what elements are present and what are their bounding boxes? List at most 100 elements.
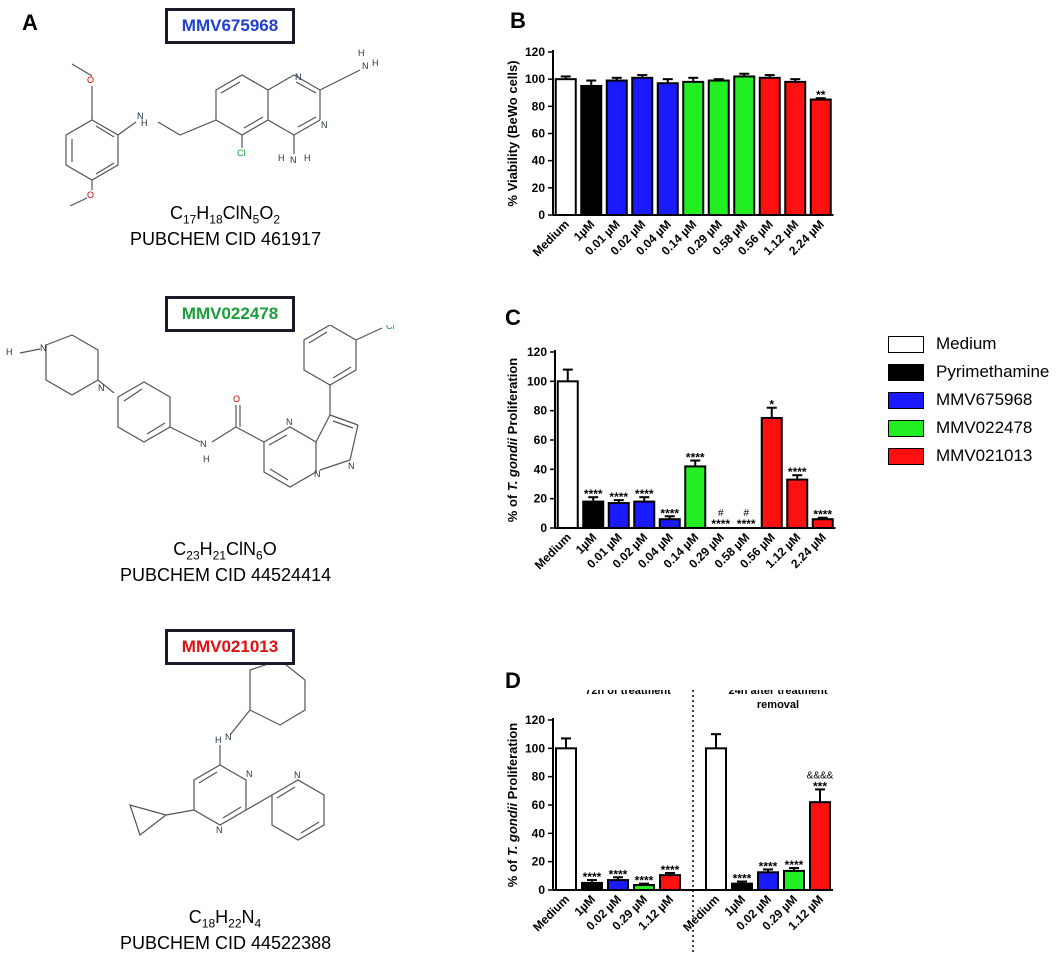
bar <box>784 80 807 217</box>
bar <box>707 79 730 217</box>
bar <box>733 75 756 217</box>
formula-1-n-count: 5 <box>252 212 260 227</box>
formula-2-h: H <box>199 539 213 559</box>
significance-label: **** <box>583 870 602 884</box>
x-tick-label: Medium <box>532 530 574 572</box>
formula-1-cln: ClN <box>222 203 253 223</box>
svg-text:N: N <box>295 72 302 82</box>
compound-name-3: MMV021013 <box>165 629 295 665</box>
svg-text:H: H <box>215 735 222 745</box>
section-title-24h-line2: removal <box>757 699 799 711</box>
bar <box>811 518 834 529</box>
legend-label-mmv022478: MMV022478 <box>936 418 1033 437</box>
significance-label: **** <box>733 872 752 886</box>
panel-letter-c: C <box>505 305 521 330</box>
svg-text:N: N <box>216 825 223 835</box>
y-tick-label: 20 <box>532 855 546 869</box>
bar <box>633 500 656 530</box>
formula-2-c-count: 23 <box>186 548 200 563</box>
formula-3-n-count: 4 <box>254 916 262 931</box>
compound-name-1-text: MMV675968 <box>181 16 279 35</box>
formula-1-o: O <box>259 203 274 223</box>
significance-label: **** <box>661 863 680 877</box>
bar <box>607 879 629 891</box>
formula-3-c-count: 18 <box>201 916 216 931</box>
compound-name-2-text: MMV022478 <box>181 304 279 323</box>
y-tick-label: 40 <box>532 826 546 840</box>
formula-1-h-count: 18 <box>209 212 223 227</box>
svg-text:O: O <box>233 394 240 404</box>
svg-text:N: N <box>314 469 321 479</box>
bar <box>656 82 679 216</box>
y-tick-label: 0 <box>540 521 547 535</box>
bar <box>809 801 831 891</box>
y-tick-label: 60 <box>532 798 546 812</box>
svg-text:H: H <box>6 347 13 357</box>
section-title-24h: 24h after treatment <box>728 690 827 697</box>
significance-label: **** <box>584 487 603 501</box>
significance-label: **** <box>635 874 654 888</box>
significance-label: **** <box>686 451 705 465</box>
molecule-structure-1: O O H N N N N H H N H H Cl <box>65 48 379 206</box>
panel-letter-d: D <box>505 668 521 693</box>
bar <box>783 869 805 891</box>
svg-text:N: N <box>286 417 293 427</box>
y-tick-label: 40 <box>534 462 548 476</box>
bar <box>758 76 781 216</box>
bar <box>809 98 832 217</box>
svg-text:N: N <box>294 770 301 780</box>
pubchem-cid-2: PUBCHEM CID 44524414 <box>120 565 332 585</box>
pubchem-cid-3: PUBCHEM CID 44522388 <box>120 933 332 953</box>
bar <box>580 84 603 217</box>
significance-label: **** <box>609 867 628 881</box>
svg-text:H: H <box>372 58 379 68</box>
chart-b: 0 20 40 60 80 100 120 % Viability (BeWo cells) *… <box>505 45 834 259</box>
significance-label: ** <box>816 88 826 102</box>
formula-1-h: H <box>196 203 210 223</box>
formula-2: C23H21ClN6O <box>150 539 300 563</box>
y-tick-label: 80 <box>534 404 548 418</box>
y-tick-label: 100 <box>527 374 547 388</box>
svg-text:N: N <box>290 155 297 165</box>
svg-text:Cl: Cl <box>386 325 395 331</box>
legend-swatch-mmv021013 <box>888 448 924 465</box>
significance-label-secondary: &&&& <box>807 770 834 781</box>
y-axis-label: % Viability (BeWo cells) <box>505 60 520 206</box>
x-tick-label: Medium <box>680 892 722 934</box>
significance-label: **** <box>813 508 832 522</box>
y-tick-label: 60 <box>534 433 548 447</box>
significance-label: * <box>769 398 774 412</box>
bar <box>731 882 753 891</box>
bar <box>556 380 579 530</box>
y-tick-label: 0 <box>538 208 545 222</box>
legend-label-mmv021013: MMV021013 <box>936 446 1033 465</box>
formula-2-o: O <box>262 539 277 559</box>
formula-1-o-count: 2 <box>273 212 281 227</box>
formula-2-n-count: 6 <box>256 548 263 563</box>
significance-label: **** <box>759 859 778 873</box>
formula-1-c: C <box>169 203 183 223</box>
compound-name-3-text: MMV021013 <box>181 637 279 656</box>
bar <box>760 417 783 529</box>
y-tick-label: 80 <box>532 770 546 784</box>
svg-text:H: H <box>304 153 311 163</box>
chart-d: 0 20 40 60 80 100 120 % of T. gondii Proliferat… <box>505 690 834 952</box>
compound-name-1: MMV675968 <box>165 8 295 44</box>
legend-label-medium: Medium <box>936 334 997 353</box>
legend-swatch-pyrimethamine <box>888 364 924 381</box>
bar <box>705 747 727 892</box>
bar <box>581 881 603 892</box>
svg-text:O: O <box>87 75 94 85</box>
svg-text:N: N <box>40 343 47 353</box>
y-tick-label: 40 <box>532 154 546 168</box>
formula-3-c: C <box>188 907 202 927</box>
y-axis-label: % of T. gondii Proliferation <box>505 723 520 887</box>
formula-2-h-count: 21 <box>212 548 226 563</box>
formula-2-cln: ClN <box>226 539 256 559</box>
svg-text:H: H <box>203 454 210 464</box>
bar <box>658 518 681 529</box>
svg-text:H: H <box>141 118 148 128</box>
bar <box>607 502 630 529</box>
y-tick-label: 120 <box>525 45 545 59</box>
compound-name-2: MMV022478 <box>165 296 295 332</box>
